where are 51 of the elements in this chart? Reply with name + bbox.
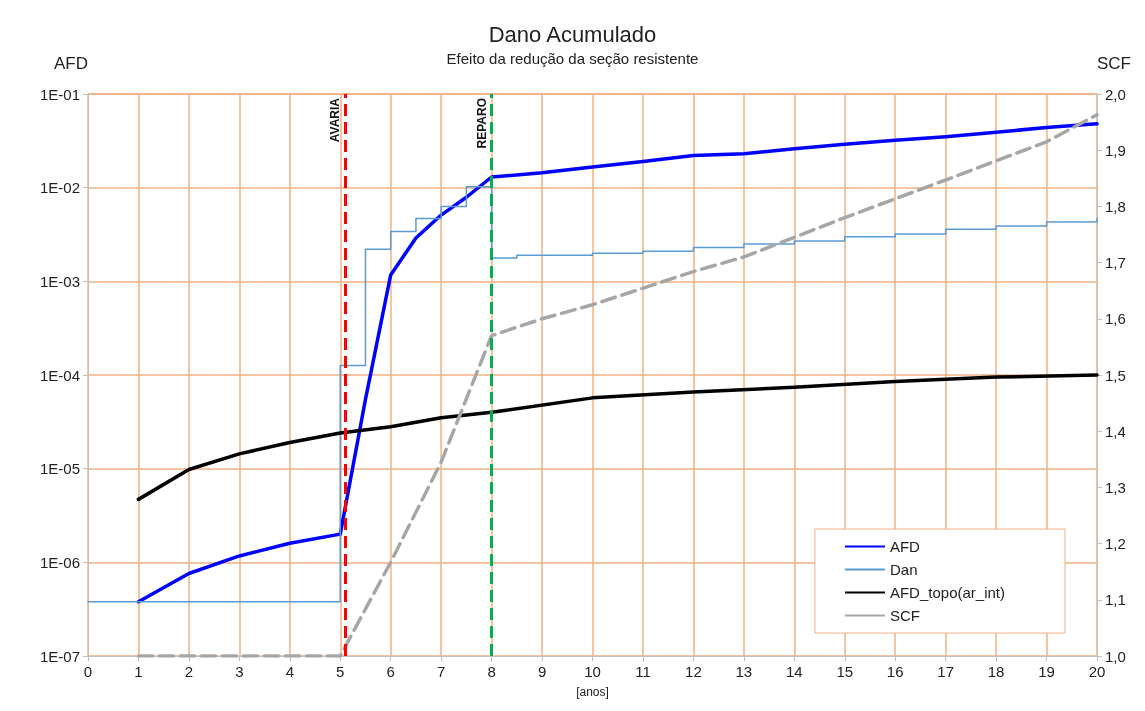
- y2-tick-label: 1,4: [1105, 422, 1126, 440]
- chart-subtitle: Efeito da redução da seção resistente: [446, 50, 699, 67]
- y-tick-label: 1E-06: [39, 553, 80, 571]
- y-tick-label: 1E-04: [39, 366, 80, 384]
- x-tick-label: 10: [584, 663, 601, 680]
- legend-label: AFD: [889, 538, 921, 555]
- x-tick-label: 16: [886, 663, 904, 680]
- x-tick-label: 19: [1038, 663, 1055, 680]
- legend-label: AFD_topo(ar_int): [889, 584, 1006, 601]
- x-tick-label: 14: [785, 663, 803, 680]
- y2-tick-label: 1,2: [1105, 535, 1126, 553]
- x-tick-label: 17: [937, 663, 954, 680]
- y2-axis-title: SCF: [1097, 54, 1131, 73]
- x-tick-label: 4: [285, 663, 294, 680]
- x-axis-title: [anos]: [576, 685, 609, 699]
- x-tick-label: 13: [735, 663, 753, 680]
- y2-tick-label: 1,7: [1105, 254, 1126, 272]
- legend-label: SCF: [889, 607, 920, 624]
- chart-title: Dano Acumulado: [488, 21, 657, 47]
- x-tick-label: 0: [83, 663, 93, 680]
- x-tick-label: 20: [1088, 663, 1106, 680]
- x-tick-label: 6: [386, 663, 395, 680]
- x-tick-label: 15: [836, 663, 854, 680]
- ref-line-label: AVARIA: [328, 97, 343, 143]
- y2-tick-label: 1,5: [1105, 366, 1126, 384]
- y2-tick-label: 1,6: [1105, 310, 1126, 328]
- y-tick-label: 1E-02: [39, 179, 80, 197]
- y-axis-title: AFD: [54, 54, 88, 73]
- x-tick-label: 11: [635, 663, 651, 680]
- y2-tick-label: 2,0: [1105, 85, 1126, 103]
- ref-line-label: REPARO: [474, 98, 489, 149]
- y-tick-label: 1E-07: [39, 647, 80, 665]
- y2-tick-label: 1,0: [1105, 647, 1126, 665]
- x-tick-label: 7: [436, 663, 446, 680]
- line-series: [136, 373, 1099, 502]
- legend-label: Dan: [889, 561, 918, 578]
- x-tick-label: 8: [487, 663, 496, 680]
- y2-tick-label: 1,1: [1105, 591, 1126, 609]
- y-tick-label: 1E-03: [39, 272, 80, 290]
- y-tick-label: 1E-05: [39, 460, 80, 478]
- y2-tick-label: 1,9: [1105, 141, 1126, 159]
- x-tick-label: 12: [685, 663, 702, 680]
- x-tick-label: 3: [235, 663, 244, 680]
- x-tick-label: 5: [336, 663, 345, 680]
- x-tick-label: 9: [537, 663, 547, 680]
- y2-tick-label: 1,3: [1105, 478, 1126, 496]
- x-tick-label: 2: [184, 663, 194, 680]
- x-tick-label: 18: [987, 663, 1005, 680]
- x-tick-label: 1: [134, 663, 143, 680]
- y-tick-label: 1E-01: [39, 85, 80, 103]
- y2-tick-label: 1,8: [1105, 197, 1126, 215]
